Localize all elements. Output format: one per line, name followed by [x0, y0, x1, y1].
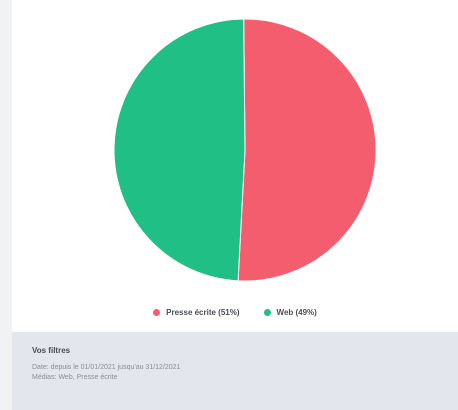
- pie-slice-presse[interactable]: [237, 18, 377, 282]
- pie-chart: [113, 18, 377, 282]
- filters-title: Vos filtres: [32, 346, 71, 355]
- pie-slice-web[interactable]: [113, 18, 246, 282]
- filters-media: Médias: Web, Presse écrite: [32, 374, 118, 381]
- chart-card: Presse écrite (51%) Web (49%): [12, 0, 458, 332]
- pie-slices: [113, 18, 377, 282]
- legend-dot-web: [263, 308, 271, 316]
- legend-label-presse: Presse écrite (51%): [166, 307, 240, 317]
- filters-date: Date: depuis le 01/01/2021 jusqu'au 31/1…: [32, 364, 181, 371]
- legend-item-presse[interactable]: Presse écrite (51%): [153, 307, 240, 317]
- legend-item-web[interactable]: Web (49%): [263, 307, 317, 317]
- filters-panel: Vos filtres Date: depuis le 01/01/2021 j…: [12, 332, 458, 410]
- chart-legend: Presse écrite (51%) Web (49%): [12, 303, 458, 321]
- legend-dot-presse: [153, 308, 161, 316]
- legend-label-web: Web (49%): [276, 307, 317, 317]
